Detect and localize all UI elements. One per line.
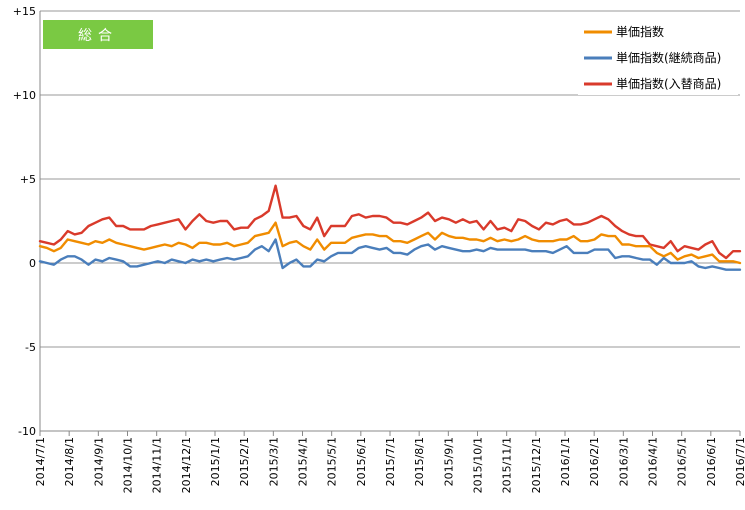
x-tick-label: 2016/6/1 [705, 437, 718, 486]
legend-background [578, 15, 738, 95]
legend-label-1: 単価指数(継続商品) [616, 50, 721, 65]
x-tick-label: 2014/11/1 [151, 437, 164, 493]
x-tick-label: 2016/4/1 [647, 437, 660, 486]
y-tick-labels: +15 +10 +5 0 -5 -10 [13, 5, 36, 438]
title-badge-background [43, 20, 153, 49]
x-tick-label: 2016/7/1 [734, 437, 745, 486]
x-tick-label: 2014/9/1 [92, 437, 105, 486]
x-tick-label: 2015/3/1 [267, 437, 280, 486]
series-line-1 [38, 238, 742, 271]
x-tick-label: 2015/4/1 [297, 437, 310, 486]
x-tick-label: 2015/12/1 [530, 437, 543, 493]
x-tick-label: 2015/1/1 [209, 437, 222, 486]
y-tick-label: +5 [20, 173, 36, 186]
x-tick-label: 2016/2/1 [588, 437, 601, 486]
x-tick-label: 2014/10/1 [122, 437, 135, 493]
title-badge: 総合 [43, 20, 153, 49]
x-tick-label: 2015/11/1 [501, 437, 514, 493]
x-tick-label: 2014/8/1 [63, 437, 76, 486]
x-tick-label: 2015/9/1 [442, 437, 455, 486]
series-lines [38, 184, 742, 271]
x-tick-label: 2016/1/1 [559, 437, 572, 486]
x-tick-label: 2016/5/1 [676, 437, 689, 486]
x-tick-label: 2015/7/1 [384, 437, 397, 486]
x-tick-label: 2015/6/1 [355, 437, 368, 486]
series-line-2 [38, 184, 742, 260]
y-tick-label: -10 [18, 425, 36, 438]
x-tick-label: 2014/12/1 [180, 437, 193, 493]
x-tick-labels: 2014/7/1 2014/8/1 2014/9/1 2014/10/1 2014/11… [34, 437, 745, 493]
y-tick-label: +10 [13, 89, 36, 102]
axes [39, 11, 741, 436]
y-tick-label: 0 [29, 257, 36, 270]
x-tick-label: 2015/8/1 [413, 437, 426, 486]
legend-label-0: 単価指数 [616, 24, 664, 39]
x-tick-label: 2015/2/1 [238, 437, 251, 486]
x-tick-label: 2015/5/1 [326, 437, 339, 486]
x-tick-label: 2015/10/1 [472, 437, 485, 493]
legend-label-2: 単価指数(入替商品) [616, 76, 721, 91]
y-tick-label: -5 [25, 341, 36, 354]
title-badge-label: 総合 [78, 28, 118, 44]
series-line-0 [38, 221, 742, 265]
y-tick-label: +15 [13, 5, 36, 18]
x-tick-label: 2016/3/1 [617, 437, 630, 486]
x-tick-label: 2014/7/1 [34, 437, 47, 486]
